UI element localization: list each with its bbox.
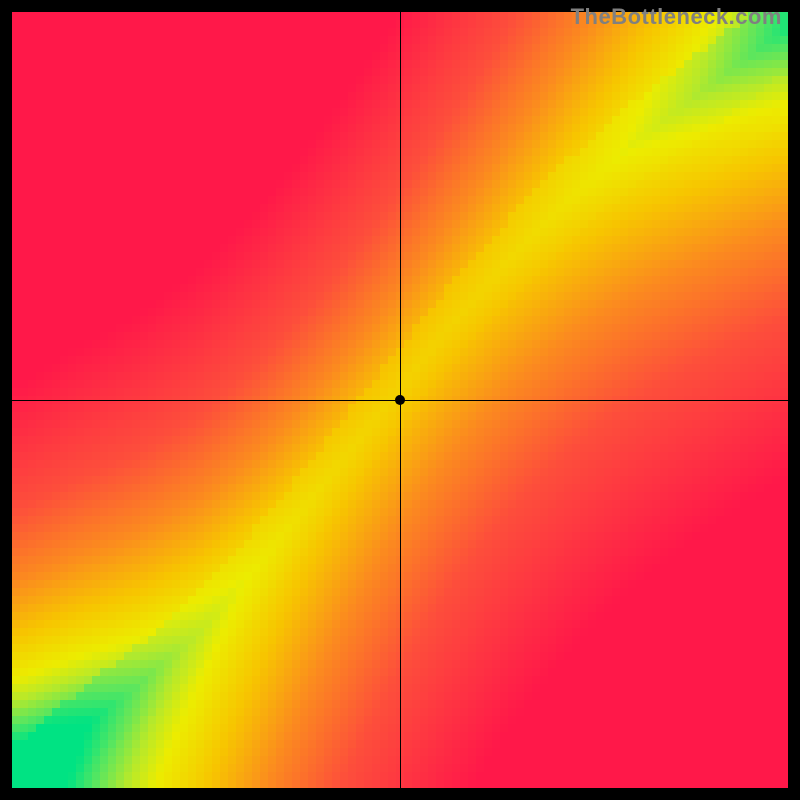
chart-container: TheBottleneck.com — [0, 0, 800, 800]
bottleneck-heatmap — [0, 0, 800, 800]
watermark-label: TheBottleneck.com — [571, 4, 782, 30]
